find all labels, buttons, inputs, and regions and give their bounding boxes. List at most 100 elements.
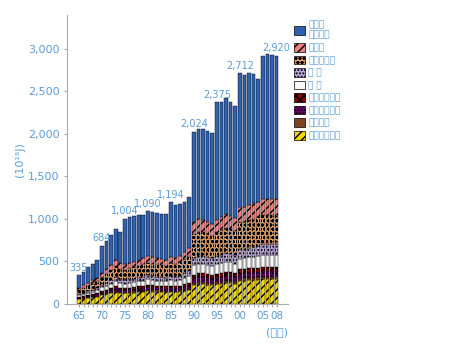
- Bar: [247, 220, 251, 248]
- Bar: [118, 232, 122, 263]
- Bar: [224, 272, 228, 276]
- Bar: [100, 293, 104, 294]
- Bar: [86, 267, 90, 283]
- Bar: [114, 260, 117, 266]
- Bar: [252, 257, 255, 268]
- Bar: [275, 255, 278, 267]
- Bar: [201, 129, 205, 220]
- Bar: [91, 291, 95, 294]
- Bar: [141, 290, 145, 292]
- Bar: [128, 279, 131, 283]
- Bar: [91, 284, 95, 290]
- Bar: [118, 289, 122, 292]
- X-axis label: (年度): (年度): [266, 327, 288, 337]
- Bar: [160, 259, 164, 265]
- Bar: [82, 294, 85, 296]
- Bar: [206, 131, 209, 222]
- Text: 2,712: 2,712: [226, 61, 254, 71]
- Bar: [256, 279, 260, 304]
- Bar: [210, 266, 214, 275]
- Bar: [174, 281, 177, 286]
- Bar: [132, 268, 136, 279]
- Bar: [187, 283, 191, 285]
- Bar: [252, 219, 255, 247]
- Bar: [151, 288, 154, 290]
- Bar: [174, 292, 177, 304]
- Bar: [100, 272, 104, 277]
- Bar: [206, 278, 209, 283]
- Bar: [174, 205, 177, 258]
- Bar: [178, 288, 182, 290]
- Bar: [238, 279, 242, 281]
- Bar: [275, 267, 278, 271]
- Bar: [141, 264, 145, 277]
- Bar: [169, 286, 173, 288]
- Bar: [201, 277, 205, 282]
- Bar: [224, 276, 228, 281]
- Bar: [174, 264, 177, 277]
- Bar: [197, 129, 200, 219]
- Bar: [123, 288, 127, 290]
- Bar: [109, 294, 113, 304]
- Bar: [219, 284, 223, 304]
- Bar: [238, 281, 242, 304]
- Bar: [151, 276, 154, 280]
- Bar: [77, 298, 81, 299]
- Bar: [123, 264, 127, 270]
- Bar: [270, 277, 274, 279]
- Bar: [86, 296, 90, 297]
- Bar: [155, 286, 159, 288]
- Bar: [105, 293, 108, 295]
- Bar: [77, 295, 81, 297]
- Bar: [270, 271, 274, 277]
- Bar: [146, 287, 150, 290]
- Bar: [146, 211, 150, 256]
- Bar: [141, 281, 145, 286]
- Bar: [243, 75, 246, 207]
- Text: 335: 335: [70, 263, 88, 273]
- Bar: [96, 260, 99, 278]
- Bar: [224, 214, 228, 228]
- Bar: [183, 284, 186, 287]
- Bar: [178, 263, 182, 276]
- Bar: [192, 275, 196, 278]
- Bar: [229, 281, 233, 283]
- Bar: [256, 79, 260, 202]
- Bar: [197, 277, 200, 282]
- Legend: その他
サービス, 飲食店, 卸・小売業, 病 院, 学 校, 劇場・娯楽場, ホテル・旅館, デパート, 事務所・ビル: その他 サービス, 飲食店, 卸・小売業, 病 院, 学 校, 劇場・娯楽場, …: [293, 19, 341, 141]
- Bar: [141, 277, 145, 281]
- Bar: [160, 292, 164, 304]
- Bar: [266, 255, 269, 266]
- Bar: [77, 288, 81, 290]
- Bar: [151, 257, 154, 264]
- Bar: [275, 279, 278, 304]
- Bar: [151, 291, 154, 304]
- Bar: [252, 75, 255, 203]
- Bar: [215, 274, 218, 278]
- Bar: [243, 278, 246, 281]
- Bar: [160, 291, 164, 292]
- Bar: [128, 283, 131, 288]
- Bar: [178, 292, 182, 304]
- Bar: [201, 274, 205, 277]
- Bar: [146, 285, 150, 287]
- Bar: [100, 277, 104, 285]
- Bar: [82, 293, 85, 294]
- Bar: [229, 272, 233, 276]
- Bar: [174, 286, 177, 288]
- Bar: [165, 289, 168, 291]
- Bar: [234, 273, 237, 277]
- Bar: [141, 215, 145, 258]
- Bar: [219, 273, 223, 277]
- Bar: [178, 290, 182, 292]
- Bar: [165, 287, 168, 289]
- Bar: [275, 244, 278, 255]
- Bar: [91, 294, 95, 295]
- Bar: [234, 218, 237, 231]
- Bar: [169, 292, 173, 304]
- Bar: [266, 266, 269, 271]
- Bar: [206, 222, 209, 234]
- Bar: [183, 290, 186, 291]
- Bar: [91, 297, 95, 304]
- Bar: [243, 281, 246, 304]
